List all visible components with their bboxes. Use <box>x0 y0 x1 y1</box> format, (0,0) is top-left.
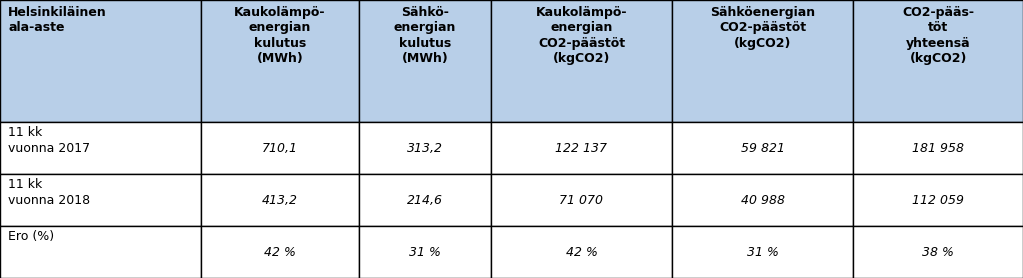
Bar <box>491 122 672 174</box>
Bar <box>672 122 853 174</box>
Bar <box>359 226 491 278</box>
Text: 413,2: 413,2 <box>262 193 298 207</box>
Bar <box>853 0 1023 122</box>
Bar <box>853 226 1023 278</box>
Text: Ero (%): Ero (%) <box>8 230 54 243</box>
Text: 38 %: 38 % <box>922 245 954 259</box>
Bar <box>201 0 359 122</box>
Text: Kaukolämpö-
energian
CO2-päästöt
(kgCO2): Kaukolämpö- energian CO2-päästöt (kgCO2) <box>536 6 627 65</box>
Bar <box>0 226 201 278</box>
Bar <box>201 226 359 278</box>
Bar <box>491 174 672 226</box>
Bar <box>201 122 359 174</box>
Text: CO2-pääs-
töt
yhteensä
(kgCO2): CO2-pääs- töt yhteensä (kgCO2) <box>902 6 974 65</box>
Text: 71 070: 71 070 <box>560 193 604 207</box>
Text: 181 958: 181 958 <box>913 142 964 155</box>
Text: 31 %: 31 % <box>747 245 779 259</box>
Text: 42 %: 42 % <box>566 245 597 259</box>
Bar <box>359 174 491 226</box>
Text: Sähkö-
energian
kulutus
(MWh): Sähkö- energian kulutus (MWh) <box>394 6 456 65</box>
Bar <box>491 0 672 122</box>
Bar <box>359 0 491 122</box>
Bar <box>853 122 1023 174</box>
Text: 42 %: 42 % <box>264 245 296 259</box>
Bar <box>672 0 853 122</box>
Bar <box>672 174 853 226</box>
Bar <box>853 174 1023 226</box>
Bar <box>672 226 853 278</box>
Text: 313,2: 313,2 <box>407 142 443 155</box>
Bar <box>201 174 359 226</box>
Text: 11 kk
vuonna 2017: 11 kk vuonna 2017 <box>8 126 90 155</box>
Bar <box>0 122 201 174</box>
Text: Sähköenergian
CO2-päästöt
(kgCO2): Sähköenergian CO2-päästöt (kgCO2) <box>710 6 815 49</box>
Text: 31 %: 31 % <box>409 245 441 259</box>
Bar <box>359 122 491 174</box>
Text: 710,1: 710,1 <box>262 142 298 155</box>
Text: 11 kk
vuonna 2018: 11 kk vuonna 2018 <box>8 178 90 207</box>
Text: 40 988: 40 988 <box>741 193 785 207</box>
Text: 122 137: 122 137 <box>555 142 608 155</box>
Bar <box>0 0 201 122</box>
Text: Kaukolämpö-
energian
kulutus
(MWh): Kaukolämpö- energian kulutus (MWh) <box>234 6 325 65</box>
Text: Helsinkiläinen
ala-aste: Helsinkiläinen ala-aste <box>8 6 107 34</box>
Bar <box>491 226 672 278</box>
Text: 112 059: 112 059 <box>913 193 964 207</box>
Text: 59 821: 59 821 <box>741 142 785 155</box>
Text: 214,6: 214,6 <box>407 193 443 207</box>
Bar <box>0 174 201 226</box>
